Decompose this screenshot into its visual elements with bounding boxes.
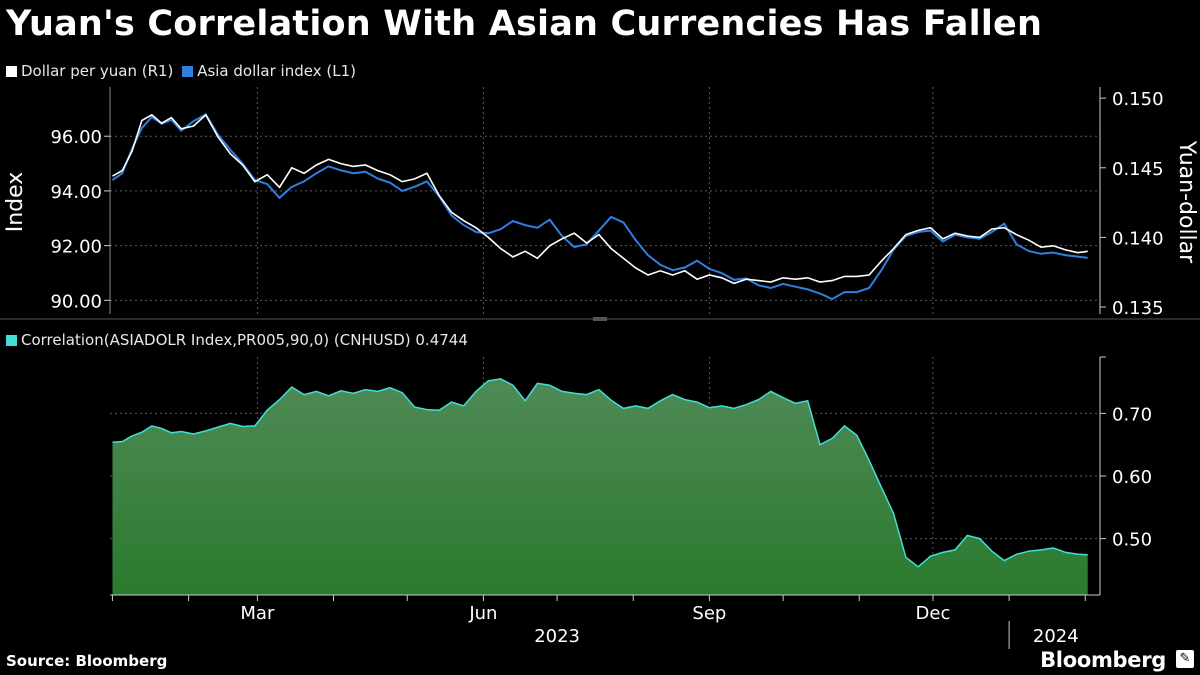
- legend-top: Dollar per yuan (R1) Asia dollar index (…: [6, 62, 360, 81]
- x-axis-year-label: 2024: [1033, 626, 1079, 647]
- legend-swatch-dollar-per-yuan: [6, 65, 17, 77]
- left-axis-tick-label: 92.00: [50, 237, 102, 258]
- legend-swatch-asia-dollar-index: [182, 65, 194, 77]
- left-axis-tick-label: 94.00: [50, 182, 102, 203]
- legend-label-asia-dollar-index: Asia dollar index (L1): [197, 62, 356, 80]
- x-axis-year-label: 2023: [534, 626, 580, 647]
- x-axis-month-label: Dec: [916, 603, 951, 624]
- left-axis-title: Index: [3, 172, 28, 233]
- legend-label-correlation: Correlation(ASIADOLR Index,PR005,90,0) (…: [21, 331, 468, 349]
- panel-divider-handle: [593, 317, 607, 321]
- correlation-line: [112, 378, 1088, 568]
- x-axis-month-label: Mar: [240, 603, 275, 624]
- correlation-area: [112, 378, 1088, 595]
- chart-title: Yuan's Correlation With Asian Currencies…: [6, 4, 1043, 44]
- right-axis-tick-label-bottom: 0.50: [1112, 530, 1152, 551]
- right-axis-tick-label-top: 0.150: [1112, 89, 1164, 110]
- right-axis-title: Yuan-dollar: [1174, 140, 1199, 264]
- right-axis-tick-label-bottom: 0.60: [1112, 467, 1152, 488]
- right-axis-tick-label-top: 0.140: [1112, 228, 1164, 249]
- right-axis-tick-label-bottom: 0.70: [1112, 404, 1152, 425]
- dollar-per-yuan-line: [112, 113, 1088, 285]
- x-axis-month-label: Jun: [468, 603, 497, 624]
- left-axis-tick-label: 90.00: [50, 291, 102, 312]
- legend-label-dollar-per-yuan: Dollar per yuan (R1): [21, 62, 174, 80]
- legend-item-asia-dollar-index: Asia dollar index (L1): [182, 62, 356, 80]
- bloomberg-terminal-icon: ✎: [1176, 650, 1194, 668]
- legend-bottom: Correlation(ASIADOLR Index,PR005,90,0) (…: [6, 331, 472, 350]
- legend-item-dollar-per-yuan: Dollar per yuan (R1): [6, 62, 173, 80]
- left-axis-tick-label: 96.00: [50, 127, 102, 148]
- x-axis-month-label: Sep: [692, 603, 726, 624]
- legend-item-correlation: Correlation(ASIADOLR Index,PR005,90,0) (…: [6, 331, 468, 349]
- source-note: Source: Bloomberg: [6, 652, 168, 670]
- asia-dollar-index-line: [111, 112, 1088, 301]
- legend-swatch-correlation: [6, 334, 17, 346]
- right-axis-tick-label-top: 0.145: [1112, 159, 1164, 180]
- right-axis-tick-label-top: 0.135: [1112, 298, 1164, 319]
- brand-logo: Bloomberg: [1040, 648, 1166, 672]
